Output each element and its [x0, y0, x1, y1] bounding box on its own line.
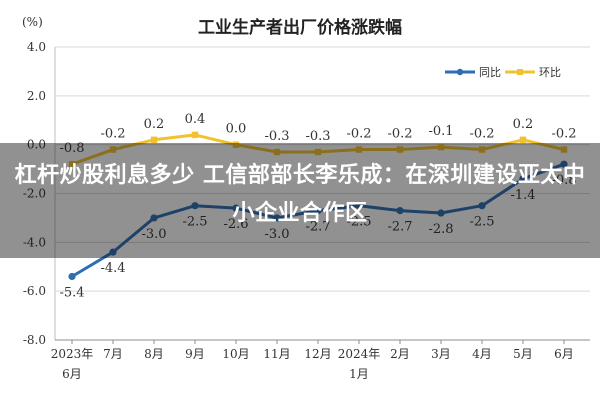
data-label: -3.0 [264, 227, 289, 242]
data-label: -0.2 [387, 127, 412, 142]
data-label: -0.2 [551, 127, 576, 142]
data-point [396, 206, 404, 215]
x-tick-label: 7月 [103, 347, 123, 361]
legend-marker-mom [517, 69, 523, 75]
x-tick-label: 1月 [349, 367, 369, 381]
data-point [68, 272, 76, 281]
headline-text[interactable]: 杠杆炒股利息多少 工信部部长李乐成：在深圳建设亚太中小企业合作区 [14, 163, 586, 226]
data-label: -2.5 [182, 215, 207, 230]
data-label: 0.2 [144, 117, 165, 132]
y-tick-labels: 4.0 2.0 0.0 -2.0 -4.0 -6.0 -8.0 [23, 40, 46, 347]
x-tick-label: 3月 [431, 347, 451, 361]
data-point [150, 136, 158, 143]
data-point [478, 202, 486, 210]
x-tick-label: 8月 [144, 347, 164, 361]
series-yoy: -5.4 -4.4 -3.0 -2.5 -2.6 -3.0 -2.7 -2.5 -2.7 -2.8… [59, 160, 577, 301]
data-label: -4.4 [100, 261, 125, 276]
chart-title: 工业生产者出厂价格涨跌幅 [198, 17, 402, 38]
data-point [232, 141, 240, 148]
x-tick-label: 9月 [185, 347, 205, 361]
data-point [560, 160, 568, 168]
data-label: -2.8 [428, 222, 453, 237]
data-label: -2.6 [223, 217, 248, 232]
headline-banner [0, 143, 600, 258]
data-label: -0.8 [59, 141, 84, 156]
data-label: -0.2 [100, 127, 125, 142]
data-label: -5.4 [59, 286, 84, 301]
data-point [232, 204, 240, 212]
legend: 同比 环比 [445, 66, 561, 79]
data-point [560, 146, 568, 153]
data-label: -0.2 [469, 127, 494, 142]
data-label: -2.5 [346, 215, 371, 230]
data-point [150, 214, 158, 222]
x-tick-label: 2024年 [338, 347, 381, 361]
data-label: -2.7 [305, 220, 330, 235]
data-label: -2.7 [387, 220, 412, 235]
x-tick-label: 6月 [62, 367, 82, 381]
legend-marker-yoy [456, 68, 464, 76]
data-point [68, 161, 76, 168]
x-tick-label: 12月 [304, 347, 331, 361]
series-group: -5.4 -4.4 -3.0 -2.5 -2.6 -3.0 -2.7 -2.5 -2.7 -2.8… [59, 112, 576, 301]
series-mom: -0.8 -0.2 0.2 0.4 0.0 -0.3 -0.3 -0.2 -0.2 -0.1 -0.… [59, 112, 577, 168]
data-point [109, 146, 117, 153]
x-tick-label: 10月 [222, 347, 249, 361]
data-label: -0.3 [305, 129, 330, 144]
y-tick-label: -4.0 [23, 235, 46, 249]
data-point [273, 148, 281, 156]
data-label: -0.3 [264, 129, 289, 144]
data-point [314, 206, 322, 215]
y-tick-label: 2.0 [27, 89, 46, 103]
x-tick-labels: 2023年 6月 7月 8月 9月 10月 11月 12月 2024年 1月 2月 3月 4月 5月 6月 [51, 340, 574, 381]
data-point [519, 136, 527, 143]
data-point [437, 209, 445, 217]
x-tick-label: 5月 [513, 347, 533, 361]
data-point [314, 148, 322, 156]
legend-label-mom: 环比 [539, 66, 561, 79]
data-label: -0.8 [551, 173, 576, 188]
data-label: -0.2 [346, 127, 371, 142]
legend-label-yoy: 同比 [479, 66, 501, 79]
data-point [355, 202, 363, 210]
data-label: -2.5 [469, 215, 494, 230]
data-label: 0.2 [513, 117, 534, 132]
y-axis-unit: (%) [22, 15, 43, 29]
data-point [273, 214, 281, 222]
x-tick-label: 4月 [472, 347, 492, 361]
y-tick-label: -8.0 [23, 333, 46, 347]
data-point [191, 131, 199, 139]
x-tick-label: 6月 [554, 347, 574, 361]
data-label: -0.1 [428, 124, 453, 139]
y-tick-label: -6.0 [23, 284, 46, 298]
x-tick-label: 11月 [263, 347, 290, 361]
y-tick-label: 4.0 [27, 40, 46, 54]
data-point [191, 202, 199, 210]
y-tick-label: -2.0 [23, 187, 46, 201]
data-label: 0.4 [185, 112, 206, 127]
data-label: -3.0 [141, 227, 166, 242]
data-label: -1.4 [510, 188, 535, 203]
data-point [355, 146, 363, 153]
y-tick-label: 0.0 [27, 138, 46, 152]
data-point [396, 146, 404, 153]
data-point [519, 175, 527, 183]
data-point [437, 143, 445, 151]
x-tick-label: 2月 [390, 347, 410, 361]
data-point [478, 146, 486, 153]
data-label: 0.0 [226, 122, 247, 137]
data-point [109, 248, 117, 256]
x-tick-label: 2023年 [51, 347, 94, 361]
